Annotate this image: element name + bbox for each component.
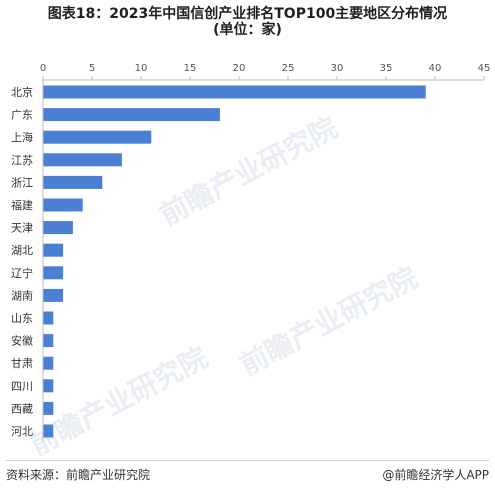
bar-安徽 — [43, 334, 54, 348]
bar-辽宁 — [43, 266, 64, 280]
category-label: 天津 — [11, 222, 33, 235]
category-label: 江苏 — [11, 154, 33, 167]
category-label: 甘肃 — [11, 357, 33, 370]
bar-天津 — [43, 221, 73, 235]
bar-湖南 — [43, 288, 64, 302]
bar-湖北 — [43, 243, 64, 257]
bar-甘肃 — [43, 356, 54, 370]
category-label: 上海 — [11, 130, 33, 144]
bar-山东 — [43, 311, 54, 325]
bar-广东 — [43, 108, 220, 122]
category-label: 河北 — [11, 425, 33, 438]
bar-四川 — [43, 379, 54, 393]
category-label: 四川 — [11, 380, 33, 393]
category-label: 福建 — [11, 198, 33, 212]
x-tick-label: 15 — [184, 63, 197, 74]
x-tick-label: 45 — [478, 63, 491, 74]
category-label: 安徽 — [11, 334, 33, 348]
source-note: 资料来源：前瞻产业研究院 — [6, 468, 151, 482]
x-tick-label: 10 — [135, 63, 148, 74]
category-label: 浙江 — [11, 176, 33, 189]
footer-divider — [6, 460, 489, 461]
bar-江苏 — [43, 153, 122, 167]
brand-credit[interactable]: @前瞻经济学人APP — [382, 468, 489, 482]
category-label: 北京 — [11, 85, 33, 99]
chart-title: 图表18：2023年中国信创产业排名TOP100主要地区分布情况 (单位：家) — [0, 6, 495, 38]
x-tick-label: 35 — [380, 63, 393, 74]
bar-河北 — [43, 424, 54, 438]
x-tick-label: 25 — [282, 63, 295, 74]
bar-西藏 — [43, 401, 54, 415]
bar-北京 — [43, 85, 426, 99]
x-tick-label: 5 — [89, 63, 95, 74]
footer: 资料来源：前瞻产业研究院 @前瞻经济学人APP — [6, 466, 489, 484]
category-label: 山东 — [11, 312, 33, 325]
chart-subtitle: (单位：家) — [213, 22, 282, 38]
category-label: 辽宁 — [11, 266, 33, 280]
bar-福建 — [43, 198, 83, 212]
x-tick-label: 0 — [40, 63, 46, 74]
x-tick-label: 30 — [331, 63, 344, 74]
category-label: 湖南 — [11, 289, 33, 302]
category-label: 西藏 — [11, 402, 33, 415]
category-label: 湖北 — [11, 244, 33, 257]
bar-上海 — [43, 130, 152, 144]
x-tick-label: 40 — [429, 63, 442, 74]
category-label: 广东 — [11, 109, 33, 122]
x-tick-label: 20 — [233, 63, 246, 74]
chart-title-line-1: 图表18：2023年中国信创产业排名TOP100主要地区分布情况 — [47, 6, 448, 22]
bar-浙江 — [43, 175, 103, 189]
